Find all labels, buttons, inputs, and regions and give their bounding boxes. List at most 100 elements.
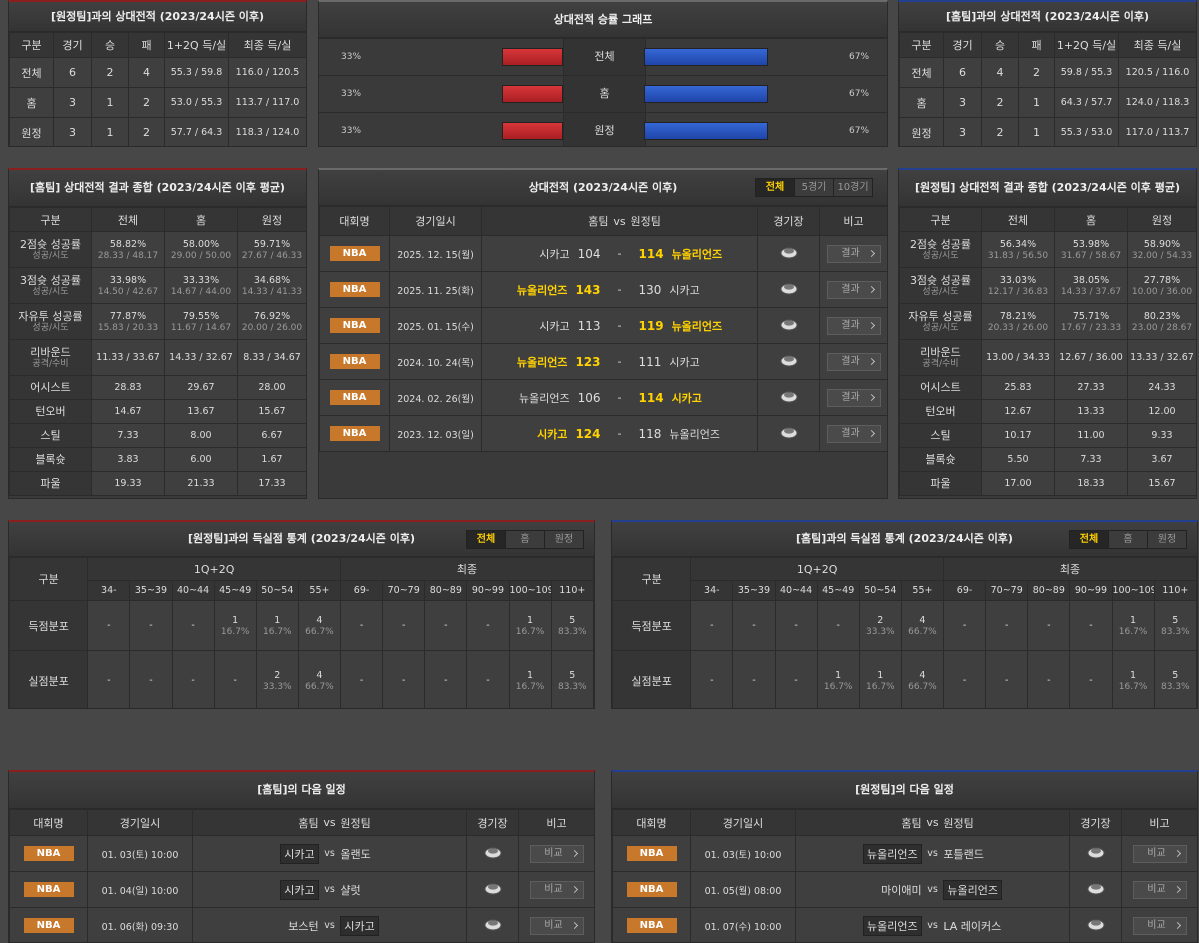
header-vs: vs xyxy=(323,816,336,829)
tab[interactable]: 홈 xyxy=(505,531,544,548)
vs: vs xyxy=(324,848,335,859)
cell: - xyxy=(129,650,173,708)
compare-button[interactable]: 비교 xyxy=(1132,916,1187,935)
tab[interactable]: 10경기 xyxy=(833,179,872,196)
home-score: 123 xyxy=(575,354,601,369)
result-button[interactable]: 결과 xyxy=(826,280,881,299)
label-main: 블록슛 xyxy=(35,453,66,466)
panel-title: [홈팀]과의 상대전적 (2023/24시즌 이후) xyxy=(899,2,1196,32)
home-side: 시카고 124 xyxy=(483,426,609,442)
count: 1 xyxy=(274,614,281,626)
compare-button[interactable]: 비교 xyxy=(529,916,584,935)
cell-main: 7.33 xyxy=(1080,454,1102,465)
compare-button[interactable]: 비교 xyxy=(1132,880,1187,899)
date-cell: 2025. 01. 15(수) xyxy=(389,307,482,344)
cell: - xyxy=(171,600,215,651)
stadium-cell xyxy=(757,343,820,380)
result-button[interactable]: 결과 xyxy=(826,352,881,371)
home-side: 뉴올리언즈 106 xyxy=(483,390,609,406)
cell-main: 58.90% xyxy=(1143,238,1181,250)
cell: 2 33.3% xyxy=(858,600,902,651)
home-team: 뉴올리언즈 xyxy=(862,843,922,864)
percent: 83.3% xyxy=(558,681,587,692)
count: 1 xyxy=(232,614,239,626)
percent: 83.3% xyxy=(1161,626,1190,637)
compare-button[interactable]: 비교 xyxy=(529,844,584,863)
tab[interactable]: 홈 xyxy=(1108,531,1147,548)
distribution-table: 구분 1Q+2Q 최종 34- 35~39 40~44 45~49 50~54 55+ 69- 70… xyxy=(9,557,594,708)
result-button[interactable]: 결과 xyxy=(826,388,881,407)
cell: 2 33.3% xyxy=(255,650,299,708)
bin-header: 70~79 xyxy=(382,580,426,601)
percent: 83.3% xyxy=(1161,681,1190,692)
compare-button[interactable]: 비교 xyxy=(1132,844,1187,863)
distribution-table: 구분 1Q+2Q 최종 34- 35~39 40~44 45~49 50~54 55+ 69- 70… xyxy=(612,557,1197,708)
result-button[interactable]: 결과 xyxy=(826,424,881,443)
row-label: 턴오버 xyxy=(9,399,92,424)
vs: vs xyxy=(324,884,335,895)
tab[interactable]: 전체 xyxy=(467,531,505,548)
cell: 2 xyxy=(981,87,1019,118)
compare-button[interactable]: 비교 xyxy=(529,880,584,899)
stadium-icon xyxy=(1087,847,1104,859)
result-button[interactable]: 결과 xyxy=(826,244,881,263)
home-side: 뉴올리언즈 143 xyxy=(483,282,609,298)
cell-main: 27.33 xyxy=(1077,382,1105,393)
away-score: 114 xyxy=(638,390,664,405)
vs: vs xyxy=(927,884,938,895)
row-label: 파울 xyxy=(899,471,982,496)
column-header: 원정 xyxy=(1127,207,1196,232)
note-cell: 비교 xyxy=(1121,835,1197,872)
league-cell: NBA xyxy=(319,307,390,344)
percent: 16.7% xyxy=(1118,681,1148,692)
stadium-field xyxy=(783,428,794,434)
tab[interactable]: 원정 xyxy=(1147,531,1186,548)
vs: vs xyxy=(927,848,938,859)
cell: 56.34% 31.83 / 56.50 xyxy=(981,231,1055,268)
stadium-icon xyxy=(484,883,501,895)
column-header: 비고 xyxy=(1121,809,1197,836)
panel: [홈팀]의 다음 일정 대회명 경기일시 홈팀 vs 원정팀 경기장 비고 NBA 01. 03(… xyxy=(8,770,595,943)
tab[interactable]: 전체 xyxy=(1070,531,1108,548)
cell-main: 8.00 xyxy=(190,430,212,441)
away-team: 뉴올리언즈 xyxy=(671,319,723,333)
cell: - xyxy=(985,600,1029,651)
cell: 4 66.7% xyxy=(900,650,945,708)
summary-table: 구분 전체 홈 원정 2점슛 성공률 성공/시도 58.82% 28.33 / 48.17 58… xyxy=(9,207,306,496)
stadium-icon xyxy=(1087,919,1104,931)
record-row: 홈 3 2 1 64.3 / 57.7 124.0 / 118.3 xyxy=(899,87,1196,118)
label-sub: 성공/시도 xyxy=(32,250,69,261)
stadium-field xyxy=(783,248,794,254)
header-home: 홈팀 xyxy=(588,215,609,228)
row-label: 실점분포 xyxy=(612,650,692,708)
cell: 홈 xyxy=(899,87,944,118)
match-cell: 뉴올리언즈 vs LA 레이커스 xyxy=(795,907,1070,942)
row-label: 리바운드 공격/수비 xyxy=(899,339,982,376)
cell: 6 xyxy=(943,57,982,88)
row-label: 블록슛 xyxy=(899,447,982,472)
percent: 66.7% xyxy=(908,626,937,637)
tab[interactable]: 원정 xyxy=(544,531,583,548)
column-header: 패 xyxy=(1018,32,1055,58)
result-button[interactable]: 결과 xyxy=(826,316,881,335)
cell-main: 14.33 / 32.67 xyxy=(169,352,233,363)
cell: 78.21% 20.33 / 26.00 xyxy=(981,303,1055,340)
cell: 33.03% 12.17 / 36.83 xyxy=(981,267,1055,304)
percent: 16.7% xyxy=(220,626,250,637)
league-cell: NBA xyxy=(319,379,390,416)
stadium-field xyxy=(783,284,794,290)
column-header: 구분 xyxy=(899,207,982,232)
count: 2 xyxy=(877,614,884,626)
tab[interactable]: 전체 xyxy=(756,179,794,196)
note-cell: 결과 xyxy=(819,343,887,380)
away-team: 뉴올리언즈 xyxy=(669,427,721,441)
match-header: 홈팀 vs 원정팀 xyxy=(483,213,757,229)
tab[interactable]: 5경기 xyxy=(794,179,833,196)
summary-row: 스틸 7.33 8.00 6.67 xyxy=(9,423,306,448)
cell: - xyxy=(942,650,987,708)
column-header: 승 xyxy=(981,32,1019,58)
cell: 27.78% 10.00 / 36.00 xyxy=(1127,267,1196,304)
tab-group: 전체 홈 원정 xyxy=(1069,530,1187,549)
stadium-cell xyxy=(757,235,820,272)
label-main: 3점슛 성공률 xyxy=(19,273,82,287)
